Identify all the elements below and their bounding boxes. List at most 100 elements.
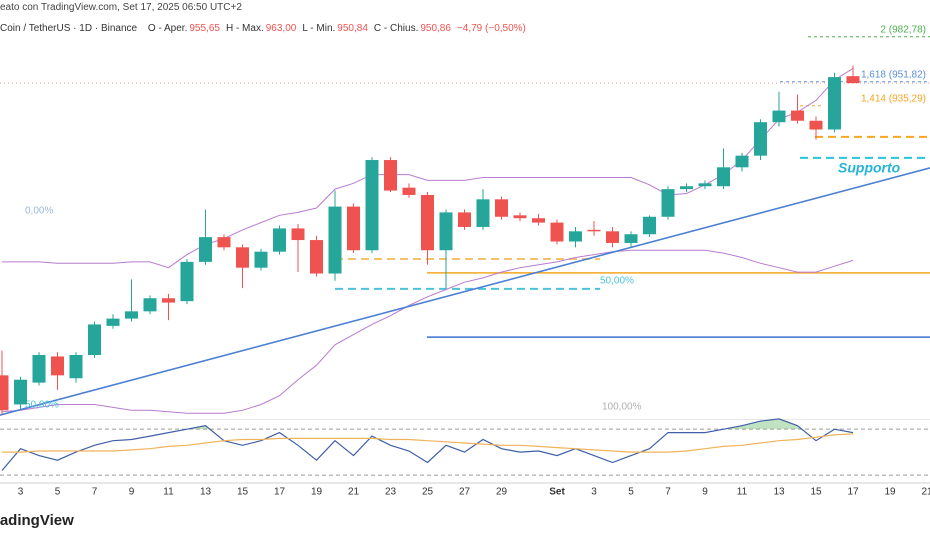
annotation: 100,00% [602, 402, 642, 413]
x-tick-label: 19 [311, 487, 323, 498]
candle-body [347, 206, 360, 251]
osc-line [1, 418, 854, 471]
legend-value: 963,00 [265, 23, 297, 34]
x-tick-label: 13 [200, 487, 212, 498]
symbol: Coin / TetherUS · 1D · Binance [0, 23, 138, 34]
candle-body [14, 379, 27, 405]
candle-body [180, 261, 194, 302]
candle-body [624, 234, 638, 243]
candle-body [236, 247, 249, 268]
osc-fill [2, 420, 853, 430]
candle-body [88, 324, 101, 355]
candle-body [199, 237, 212, 262]
fib-label: 1,414 (935,29) [861, 93, 926, 104]
legend-label: L - Min. [302, 23, 336, 34]
legend-label: H - Max. [225, 23, 264, 34]
x-tick-label: 27 [459, 487, 471, 498]
x-tick-label: 13 [773, 487, 785, 498]
candle-body [254, 251, 268, 268]
candle-body [291, 228, 305, 241]
candle-body [421, 194, 434, 251]
annotation: 0,00% [25, 206, 53, 217]
candle-body [698, 183, 712, 187]
x-tick-label: 7 [665, 487, 671, 498]
fib-label: 1,618 (951,82) [861, 69, 926, 80]
candle-body [106, 318, 120, 326]
candle-body [550, 222, 564, 242]
x-tick-label: 17 [847, 487, 859, 498]
x-tick-label: 5 [55, 487, 61, 498]
band-line [1, 249, 854, 414]
candle-body [513, 215, 527, 219]
chart-title: eato con TradingView.com, Set 17, 2025 0… [0, 2, 242, 13]
candle-body [32, 354, 46, 383]
x-tick-label: Set [549, 487, 565, 498]
x-tick-label: 25 [422, 487, 434, 498]
x-tick-label: 21 [921, 487, 930, 498]
legend-change: −4,79 (−0,50%) [456, 23, 526, 34]
legend-label: O - Aper. [147, 23, 188, 34]
x-tick-label: 15 [810, 487, 822, 498]
candle-body [0, 375, 9, 411]
x-tick-label: 9 [129, 487, 135, 498]
candle-body [828, 77, 841, 130]
fib-label: 2 (982,78) [880, 24, 926, 35]
candle-body [51, 356, 64, 376]
ohlc-legend: Coin / TetherUS · 1D · Binance O - Aper.… [0, 23, 532, 34]
legend-label: C - Chius. [373, 23, 419, 34]
annotation: Supporto [838, 160, 901, 176]
annotation: 50,00% [25, 400, 59, 411]
candle-body [217, 237, 231, 248]
candle-body [772, 110, 786, 123]
candle-body [439, 212, 453, 251]
annotation: 50,00% [600, 276, 634, 287]
osc-line [2, 433, 854, 453]
candle-body [162, 298, 175, 303]
x-tick-label: 23 [385, 487, 397, 498]
candle-body [310, 240, 323, 274]
candle-body [680, 186, 693, 190]
candle-body [606, 231, 619, 243]
candle-body [69, 354, 83, 379]
candle-body [846, 76, 860, 84]
candle-body [273, 228, 286, 252]
candle-body [643, 216, 656, 235]
legend-value: 950,86 [420, 23, 451, 34]
candle-body [125, 311, 138, 319]
band-line [2, 67, 854, 269]
candle-body [402, 187, 416, 195]
candle-body [791, 110, 804, 121]
x-tick-label: 3 [18, 487, 24, 498]
candle-body [143, 298, 157, 312]
candle-body [532, 218, 545, 223]
x-tick-label: 11 [163, 487, 174, 498]
x-tick-label: 17 [274, 487, 286, 498]
watermark: radingView [0, 512, 74, 529]
trendline [0, 167, 930, 416]
x-tick-label: 5 [628, 487, 634, 498]
candle-body [365, 160, 379, 251]
candle-body [328, 206, 342, 274]
x-tick-label: 3 [591, 487, 597, 498]
candle-body [495, 199, 508, 217]
candle-body [458, 212, 471, 227]
candle-body [754, 122, 767, 156]
candle-body [569, 231, 582, 242]
x-tick-label: 11 [737, 487, 748, 498]
candle-body [661, 189, 675, 217]
x-tick-label: 19 [884, 487, 896, 498]
x-tick-label: 7 [92, 487, 98, 498]
candle-body [587, 229, 601, 232]
candle-body [476, 199, 490, 227]
legend-value: 950,84 [337, 23, 368, 34]
candle-body [717, 167, 730, 187]
candle-body [384, 160, 397, 191]
x-tick-label: 9 [702, 487, 708, 498]
x-tick-label: 29 [496, 487, 508, 498]
legend-value: 955,65 [189, 23, 220, 34]
candle-body [809, 120, 823, 130]
x-tick-label: 21 [348, 487, 360, 498]
x-tick-label: 15 [237, 487, 249, 498]
candle-body [735, 155, 749, 168]
